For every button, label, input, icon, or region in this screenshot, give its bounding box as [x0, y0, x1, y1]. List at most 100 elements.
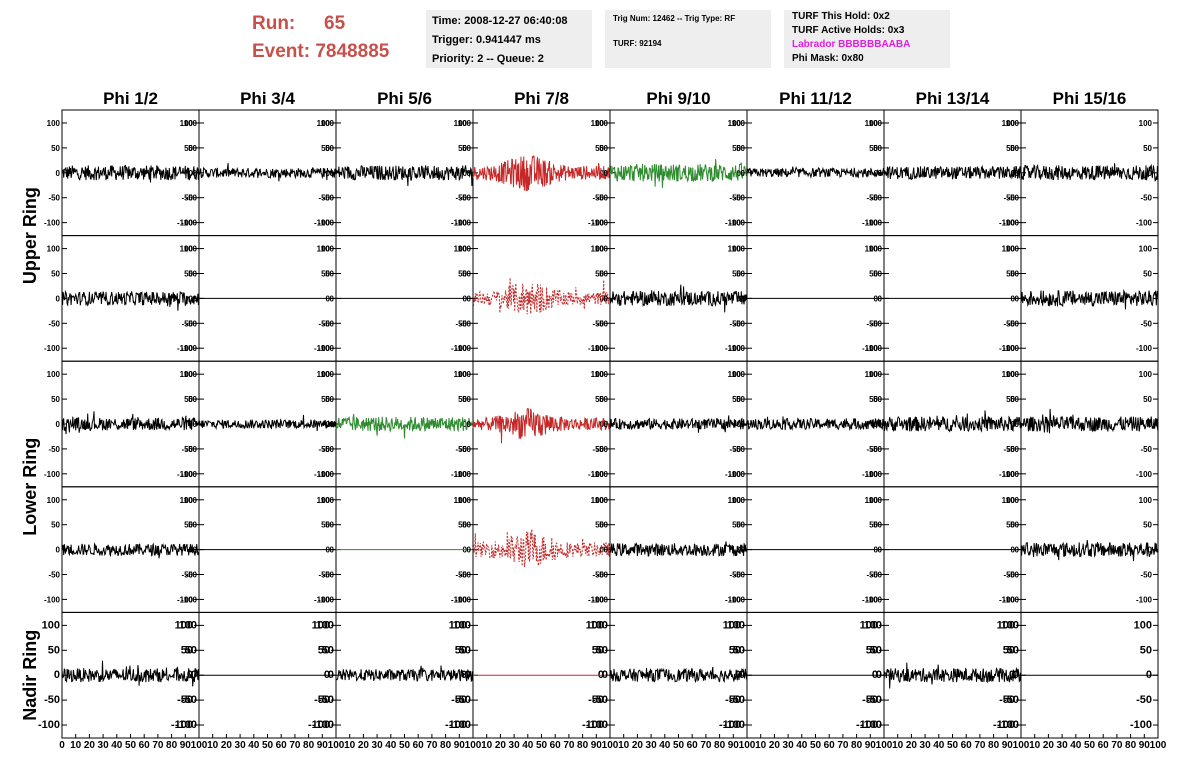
- y-tick-label: -100: [44, 219, 61, 228]
- y-tick-label: 100: [732, 370, 746, 379]
- y-tick-label: -100: [862, 344, 879, 353]
- y-tick-label: -50: [1003, 194, 1015, 203]
- x-tick-label: 100: [739, 740, 756, 751]
- trig-num-text: Trig Num: 12462 -- Trig Type: RF: [613, 14, 736, 23]
- y-tick-label: -50: [592, 194, 604, 203]
- y-tick-label: -50: [733, 571, 745, 580]
- y-tick-label: 0: [328, 669, 334, 681]
- x-tick-label: 50: [673, 740, 685, 751]
- y-tick-label: -50: [1140, 571, 1152, 580]
- waveform-trace: [746, 416, 885, 432]
- y-tick-label: -100: [312, 719, 334, 731]
- y-tick-label: 0: [1015, 420, 1020, 429]
- y-tick-label: 50: [1143, 521, 1152, 530]
- y-tick-label: -50: [1140, 445, 1152, 454]
- y-tick-label: -50: [729, 445, 741, 454]
- y-tick-label: 0: [741, 294, 746, 303]
- y-tick-label: -100: [44, 344, 61, 353]
- y-tick-label: -100: [181, 344, 198, 353]
- y-tick-label: -50: [322, 571, 334, 580]
- y-tick-label: 50: [181, 644, 193, 656]
- y-tick-label: 100: [1006, 245, 1020, 254]
- y-tick-label: 100: [869, 119, 883, 128]
- waveform-trace: [61, 660, 200, 687]
- y-tick-label: 100: [595, 496, 609, 505]
- y-tick-label: -100: [181, 470, 198, 479]
- y-tick-label: -100: [586, 719, 608, 731]
- y-tick-label: 100: [1139, 245, 1153, 254]
- y-tick-label: -50: [185, 194, 197, 203]
- x-tick-label: 90: [591, 740, 603, 751]
- y-tick-label: 100: [727, 619, 745, 631]
- x-tick-label: 20: [84, 740, 96, 751]
- x-tick-label: 70: [974, 740, 986, 751]
- y-tick-label: -100: [1003, 344, 1020, 353]
- x-tick-label: 100: [602, 740, 619, 751]
- waveform-trace: [609, 415, 748, 433]
- x-tick-label: 50: [947, 740, 959, 751]
- y-tick-label: 100: [1006, 370, 1020, 379]
- x-tick-label: 20: [906, 740, 918, 751]
- y-tick-label: -50: [318, 571, 330, 580]
- y-tick-label: 100: [591, 496, 605, 505]
- y-tick-label: 100: [1139, 119, 1153, 128]
- y-tick-label: -100: [181, 219, 198, 228]
- waveform-trace: [472, 407, 611, 444]
- trigger-text: Trigger: 0.941447 ms: [432, 34, 541, 46]
- y-tick-label: -100: [314, 344, 331, 353]
- y-tick-label: 50: [462, 269, 471, 278]
- y-tick-label: 0: [189, 294, 194, 303]
- y-tick-label: 0: [330, 420, 335, 429]
- x-tick-label: 100: [1013, 740, 1030, 751]
- y-tick-label: -50: [48, 571, 60, 580]
- event-row: Event: 7848885: [252, 38, 389, 66]
- y-tick-label: -50: [455, 194, 467, 203]
- x-tick-label: 60: [687, 740, 699, 751]
- y-tick-label: 0: [330, 546, 335, 555]
- y-tick-label: -100: [1003, 595, 1020, 604]
- y-tick-label: -50: [588, 694, 604, 706]
- y-tick-label: -100: [725, 595, 742, 604]
- y-tick-label: -50: [455, 694, 471, 706]
- y-tick-label: 50: [732, 521, 741, 530]
- y-tick-label: -50: [999, 694, 1015, 706]
- x-tick-label: 10: [70, 740, 82, 751]
- column-header-6: Phi 11/12: [779, 89, 852, 108]
- x-tick-label: 70: [837, 740, 849, 751]
- y-tick-label: 50: [866, 644, 878, 656]
- y-tick-label: -100: [318, 344, 335, 353]
- y-tick-label: 50: [869, 521, 878, 530]
- y-tick-label: -100: [318, 470, 335, 479]
- y-tick-label: 100: [453, 619, 471, 631]
- y-tick-label: -100: [862, 219, 879, 228]
- waveform-trace: [609, 666, 748, 684]
- y-tick-label: -50: [181, 445, 193, 454]
- y-tick-label: 100: [321, 370, 335, 379]
- y-tick-label: 0: [330, 294, 335, 303]
- y-tick-label: 50: [1143, 269, 1152, 278]
- y-tick-label: -100: [314, 219, 331, 228]
- y-tick-label: -100: [1136, 595, 1153, 604]
- y-tick-label: 50: [1006, 395, 1015, 404]
- y-tick-label: -50: [48, 445, 60, 454]
- y-tick-label: 100: [595, 370, 609, 379]
- waveform-trace: [1020, 163, 1159, 182]
- y-tick-label: 50: [1010, 395, 1019, 404]
- y-tick-label: 50: [599, 521, 608, 530]
- y-tick-label: -50: [318, 194, 330, 203]
- y-tick-label: 0: [876, 669, 882, 681]
- y-tick-label: 0: [56, 546, 61, 555]
- y-tick-label: 50: [595, 521, 604, 530]
- y-tick-label: -50: [459, 319, 471, 328]
- x-tick-label: 60: [139, 740, 151, 751]
- y-tick-label: 100: [180, 245, 194, 254]
- y-tick-label: 100: [458, 496, 472, 505]
- y-tick-label: -100: [171, 719, 193, 731]
- y-tick-label: 100: [1002, 496, 1016, 505]
- y-tick-label: -100: [451, 470, 468, 479]
- x-tick-label: 90: [454, 740, 466, 751]
- x-tick-label: 40: [933, 740, 945, 751]
- x-tick-label: 60: [961, 740, 973, 751]
- y-tick-label: -100: [588, 344, 605, 353]
- y-tick-label: 100: [864, 619, 882, 631]
